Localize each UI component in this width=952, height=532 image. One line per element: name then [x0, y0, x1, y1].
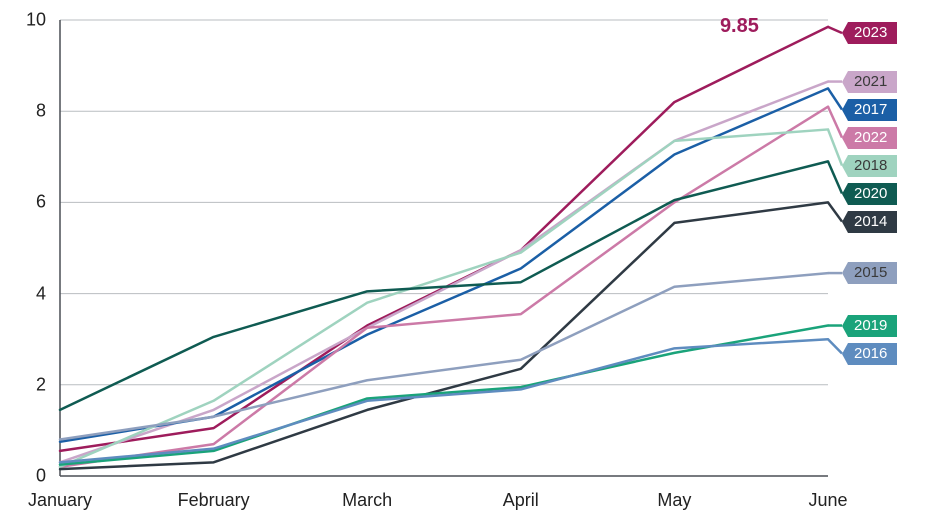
y-tick-label: 10 [0, 10, 46, 31]
x-tick-label: January [28, 490, 92, 511]
legend-notch-icon [842, 127, 848, 149]
legend-tag-2023: 2023 [848, 22, 897, 44]
legend-label: 2019 [854, 317, 887, 334]
x-tick-label: February [178, 490, 250, 511]
legend-notch-icon [842, 71, 848, 93]
legend-notch-icon [842, 315, 848, 337]
legend-tag-2019: 2019 [848, 315, 897, 337]
line-chart: 0 2 4 6 8 10 January February March April May June 2… [0, 0, 952, 532]
legend-label: 2021 [854, 73, 887, 90]
legend-connector [828, 339, 842, 353]
series-line-2023 [60, 27, 828, 451]
legend-notch-icon [842, 183, 848, 205]
series-line-2018 [60, 129, 828, 466]
legend-label: 2022 [854, 129, 887, 146]
legend-label: 2014 [854, 213, 887, 230]
series-line-2014 [60, 202, 828, 469]
series-line-2016 [60, 339, 828, 462]
legend-tag-2014: 2014 [848, 211, 897, 233]
y-tick-label: 2 [0, 374, 46, 395]
legend-tag-2021: 2021 [848, 71, 897, 93]
legend-notch-icon [842, 155, 848, 177]
legend-connector [828, 161, 842, 193]
legend-label: 2016 [854, 345, 887, 362]
legend-tag-2015: 2015 [848, 262, 897, 284]
legend-tag-2017: 2017 [848, 99, 897, 121]
legend-connector [828, 202, 842, 221]
legend-tag-2016: 2016 [848, 343, 897, 365]
legend-notch-icon [842, 99, 848, 121]
legend-tag-2020: 2020 [848, 183, 897, 205]
legend-notch-icon [842, 22, 848, 44]
x-tick-label: April [503, 490, 539, 511]
series-line-2020 [60, 161, 828, 410]
y-tick-label: 0 [0, 466, 46, 487]
callout-value: 9.85 [720, 15, 759, 38]
legend-connector [828, 27, 842, 33]
y-tick-label: 4 [0, 283, 46, 304]
x-tick-label: May [657, 490, 691, 511]
y-tick-label: 8 [0, 101, 46, 122]
legend-tag-2018: 2018 [848, 155, 897, 177]
legend-label: 2015 [854, 264, 887, 281]
legend-notch-icon [842, 343, 848, 365]
legend-label: 2018 [854, 157, 887, 174]
legend-notch-icon [842, 211, 848, 233]
x-tick-label: June [808, 490, 847, 511]
x-tick-label: March [342, 490, 392, 511]
legend-label: 2023 [854, 24, 887, 41]
legend-label: 2017 [854, 101, 887, 118]
legend-tag-2022: 2022 [848, 127, 897, 149]
legend-notch-icon [842, 262, 848, 284]
legend-label: 2020 [854, 185, 887, 202]
y-tick-label: 6 [0, 192, 46, 213]
legend-connector [828, 88, 842, 109]
